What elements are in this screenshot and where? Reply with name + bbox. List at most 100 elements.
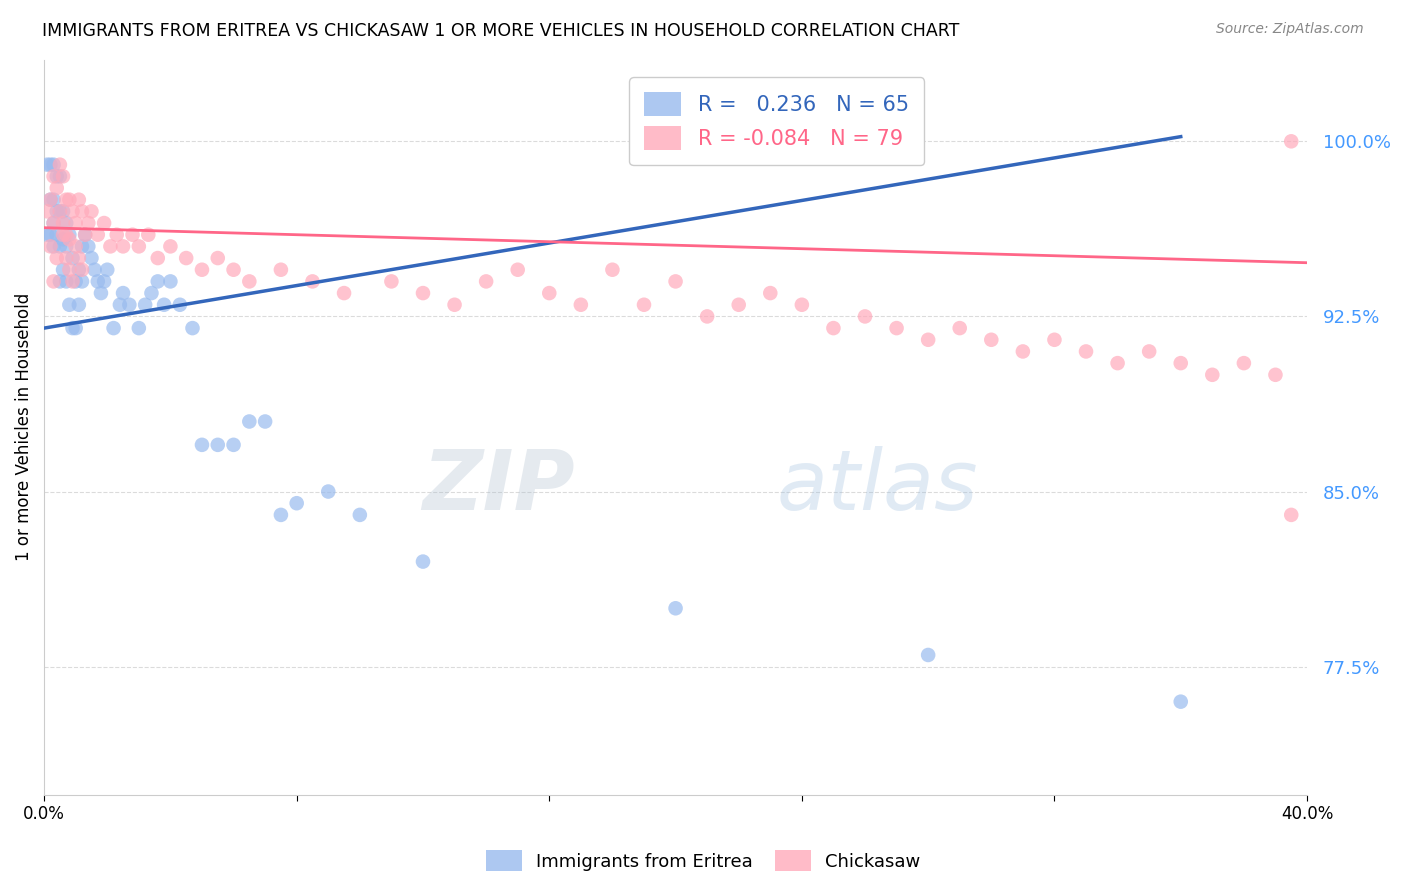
- Point: [349, 508, 371, 522]
- Point: [58, 298, 80, 312]
- Point: [52, 232, 75, 246]
- Point: [128, 321, 150, 335]
- Point: [75, 227, 97, 242]
- Point: [96, 262, 118, 277]
- Point: [633, 298, 655, 312]
- Point: [146, 251, 169, 265]
- Point: [134, 298, 156, 312]
- Point: [1264, 368, 1286, 382]
- Point: [58, 193, 80, 207]
- Point: [52, 204, 75, 219]
- Point: [475, 274, 498, 288]
- Point: [49, 158, 72, 172]
- Point: [159, 239, 181, 253]
- Point: [42, 158, 65, 172]
- Point: [100, 239, 122, 253]
- Point: [55, 227, 77, 242]
- Point: [42, 193, 65, 207]
- Point: [49, 204, 72, 219]
- Point: [664, 601, 686, 615]
- Point: [42, 239, 65, 253]
- Point: [696, 310, 718, 324]
- Point: [254, 415, 277, 429]
- Point: [980, 333, 1002, 347]
- Point: [285, 496, 308, 510]
- Point: [270, 508, 292, 522]
- Point: [136, 227, 159, 242]
- Point: [207, 251, 229, 265]
- Point: [62, 204, 84, 219]
- Point: [602, 262, 624, 277]
- Point: [380, 274, 402, 288]
- Text: atlas: atlas: [776, 446, 979, 526]
- Point: [270, 262, 292, 277]
- Point: [853, 310, 876, 324]
- Point: [49, 169, 72, 184]
- Point: [301, 274, 323, 288]
- Text: Source: ZipAtlas.com: Source: ZipAtlas.com: [1216, 22, 1364, 37]
- Point: [49, 239, 72, 253]
- Point: [65, 239, 87, 253]
- Point: [55, 239, 77, 253]
- Point: [65, 216, 87, 230]
- Point: [39, 193, 62, 207]
- Point: [83, 262, 105, 277]
- Point: [65, 274, 87, 288]
- Point: [1201, 368, 1223, 382]
- Point: [790, 298, 813, 312]
- Point: [121, 227, 143, 242]
- Point: [664, 274, 686, 288]
- Point: [77, 239, 100, 253]
- Point: [169, 298, 191, 312]
- Point: [181, 321, 204, 335]
- Point: [42, 274, 65, 288]
- Point: [112, 286, 135, 301]
- Point: [58, 232, 80, 246]
- Point: [1279, 508, 1302, 522]
- Point: [70, 239, 93, 253]
- Point: [118, 298, 141, 312]
- Point: [65, 321, 87, 335]
- Point: [80, 251, 103, 265]
- Point: [1074, 344, 1097, 359]
- Point: [174, 251, 197, 265]
- Point: [45, 251, 67, 265]
- Point: [45, 227, 67, 242]
- Point: [1279, 134, 1302, 148]
- Point: [77, 216, 100, 230]
- Point: [67, 193, 90, 207]
- Point: [52, 262, 75, 277]
- Point: [949, 321, 972, 335]
- Text: IMMIGRANTS FROM ERITREA VS CHICKASAW 1 OR MORE VEHICLES IN HOUSEHOLD CORRELATION: IMMIGRANTS FROM ERITREA VS CHICKASAW 1 O…: [42, 22, 959, 40]
- Point: [67, 251, 90, 265]
- Point: [191, 262, 214, 277]
- Point: [52, 227, 75, 242]
- Text: ZIP: ZIP: [422, 446, 575, 526]
- Y-axis label: 1 or more Vehicles in Household: 1 or more Vehicles in Household: [15, 293, 32, 561]
- Point: [58, 262, 80, 277]
- Point: [55, 193, 77, 207]
- Point: [39, 193, 62, 207]
- Point: [42, 169, 65, 184]
- Point: [75, 227, 97, 242]
- Point: [87, 227, 110, 242]
- Point: [39, 239, 62, 253]
- Point: [207, 438, 229, 452]
- Point: [93, 216, 115, 230]
- Point: [316, 484, 339, 499]
- Point: [917, 333, 939, 347]
- Point: [1170, 356, 1192, 370]
- Point: [1043, 333, 1066, 347]
- Point: [80, 204, 103, 219]
- Point: [569, 298, 592, 312]
- Point: [333, 286, 356, 301]
- Point: [108, 298, 131, 312]
- Point: [62, 251, 84, 265]
- Point: [55, 216, 77, 230]
- Point: [67, 298, 90, 312]
- Point: [49, 204, 72, 219]
- Point: [917, 648, 939, 662]
- Point: [39, 227, 62, 242]
- Point: [112, 239, 135, 253]
- Point: [823, 321, 845, 335]
